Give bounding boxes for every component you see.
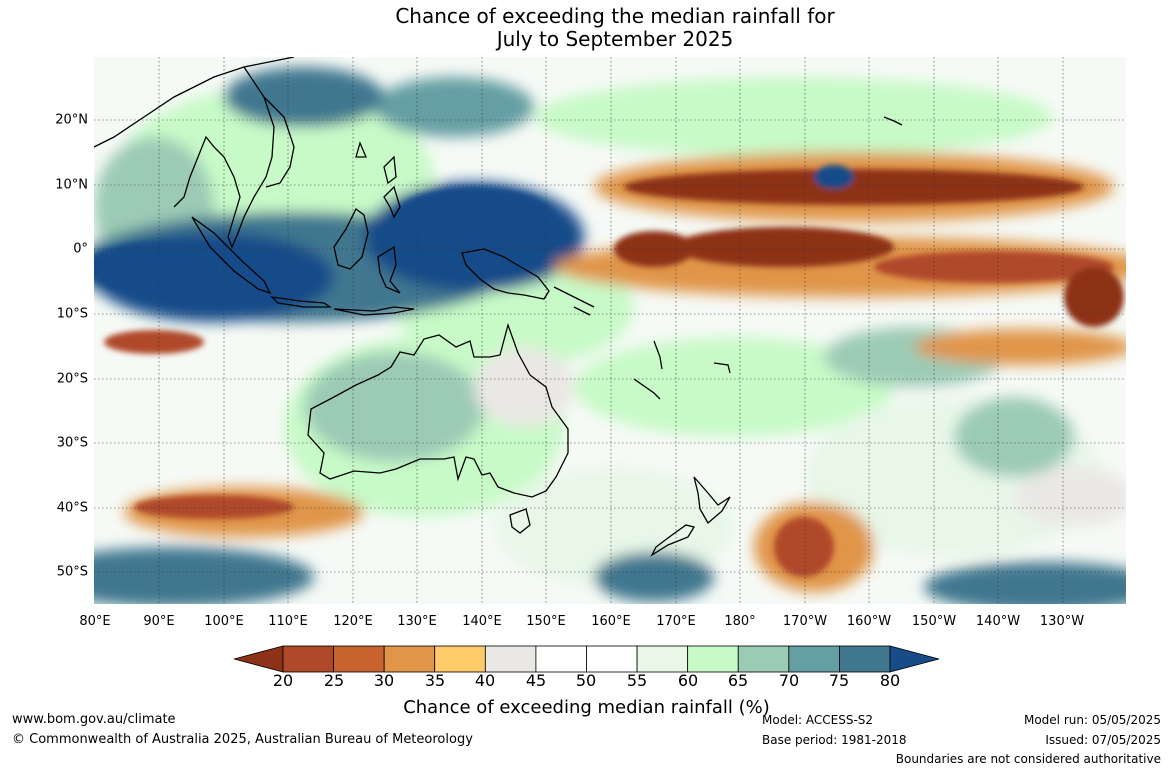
colorbar-label: 35 — [424, 671, 446, 690]
lon-label: 100°E — [204, 614, 244, 629]
colorbar-label: 65 — [727, 671, 749, 690]
colorbar-label: 55 — [626, 671, 648, 690]
lon-label: 160°E — [591, 614, 631, 629]
lat-label: 40°S — [56, 500, 88, 516]
colorbar-cell — [687, 645, 739, 673]
colorbar-cell — [788, 645, 840, 673]
model-name: Model: ACCESS-S2 — [762, 713, 874, 727]
lon-label: 140°E — [462, 614, 502, 629]
sulawesi-outline — [377, 245, 401, 294]
colorbar-cell — [586, 645, 638, 673]
lat-label: 20°S — [56, 371, 88, 387]
lon-label: 80°E — [79, 614, 111, 629]
borneo-outline — [333, 208, 369, 270]
colorbar-label: 30 — [373, 671, 395, 690]
new-caledonia-outline — [633, 378, 661, 400]
colorbar-label: 60 — [677, 671, 699, 690]
rainfall-probability-map — [94, 57, 1126, 604]
lat-label: 0° — [73, 241, 88, 257]
probability-field — [94, 67, 1126, 604]
lon-label: 150°E — [526, 614, 566, 629]
colorbar-title: Chance of exceeding median rainfall (%) — [403, 697, 770, 718]
java-outline — [270, 296, 333, 308]
map-title-line2: July to September 2025 — [496, 27, 734, 51]
colorbar-cell — [333, 645, 385, 673]
lon-label: 180° — [724, 614, 756, 629]
tasmania-outline — [509, 508, 531, 534]
colorbar-label: 50 — [575, 671, 597, 690]
solomon-islands-outline — [553, 286, 595, 316]
philippines-outline — [355, 141, 401, 219]
colorbar-label: 20 — [272, 671, 294, 690]
lat-label: 10°S — [56, 306, 88, 322]
colorbar-label: 75 — [828, 671, 850, 690]
new-zealand-north-island-outline — [693, 476, 731, 525]
lat-label: 50°S — [56, 564, 88, 580]
lon-label: 140°W — [975, 614, 1021, 629]
colorbar-cell — [737, 645, 790, 673]
vanuatu-outline — [653, 340, 663, 370]
fiji-outline — [713, 362, 731, 374]
sumatra-outline — [191, 216, 272, 295]
colorbar-cell — [484, 645, 537, 673]
lon-label: 160°W — [846, 614, 892, 629]
lon-label: 110°E — [268, 614, 308, 629]
graticule — [94, 57, 1126, 604]
colorbar-label: 45 — [525, 671, 547, 690]
issued-date: Issued: 07/05/2025 — [1045, 733, 1161, 747]
website-link[interactable]: www.bom.gov.au/climate — [12, 712, 176, 727]
lon-label: 150°W — [911, 614, 957, 629]
colorbar-cell — [282, 645, 334, 673]
lesser-sunda-islands-outline — [333, 306, 415, 316]
boundaries-disclaimer: Boundaries are not considered authoritat… — [895, 752, 1161, 766]
asia-mainland-outline — [94, 57, 295, 249]
base-period: Base period: 1981-2018 — [762, 733, 907, 747]
colorbar-label: 25 — [323, 671, 345, 690]
lon-label: 170°E — [656, 614, 696, 629]
colorbar — [232, 644, 941, 674]
colorbar-cell — [636, 645, 689, 673]
coastlines — [94, 57, 903, 557]
colorbar-label: 40 — [474, 671, 496, 690]
lat-label: 20°N — [55, 112, 88, 128]
colorbar-cell — [839, 645, 891, 673]
model-run-date: Model run: 05/05/2025 — [1023, 713, 1161, 727]
colorbar-arrow-low — [232, 645, 284, 673]
colorbar-arrow-high — [889, 645, 941, 673]
hawaii-outline — [883, 116, 903, 126]
new-zealand-south-island-outline — [650, 524, 696, 557]
copyright-text: © Commonwealth of Australia 2025, Austra… — [12, 732, 473, 747]
lon-label: 170°W — [782, 614, 828, 629]
lon-label: 120°E — [333, 614, 373, 629]
map-title-line1: Chance of exceeding the median rainfall … — [395, 4, 835, 28]
probability-field-core — [94, 165, 1124, 577]
lon-label: 130°W — [1039, 614, 1085, 629]
lon-label: 90°E — [143, 614, 175, 629]
lat-label: 10°N — [55, 177, 88, 193]
colorbar-cell — [535, 645, 587, 673]
colorbar-label: 80 — [879, 671, 901, 690]
lon-label: 130°E — [397, 614, 437, 629]
colorbar-label: 70 — [778, 671, 800, 690]
colorbar-cell — [434, 645, 486, 673]
new-guinea-outline — [461, 248, 550, 300]
australia-outline — [307, 322, 569, 498]
colorbar-cell — [383, 645, 436, 673]
lat-label: 30°S — [56, 435, 88, 451]
